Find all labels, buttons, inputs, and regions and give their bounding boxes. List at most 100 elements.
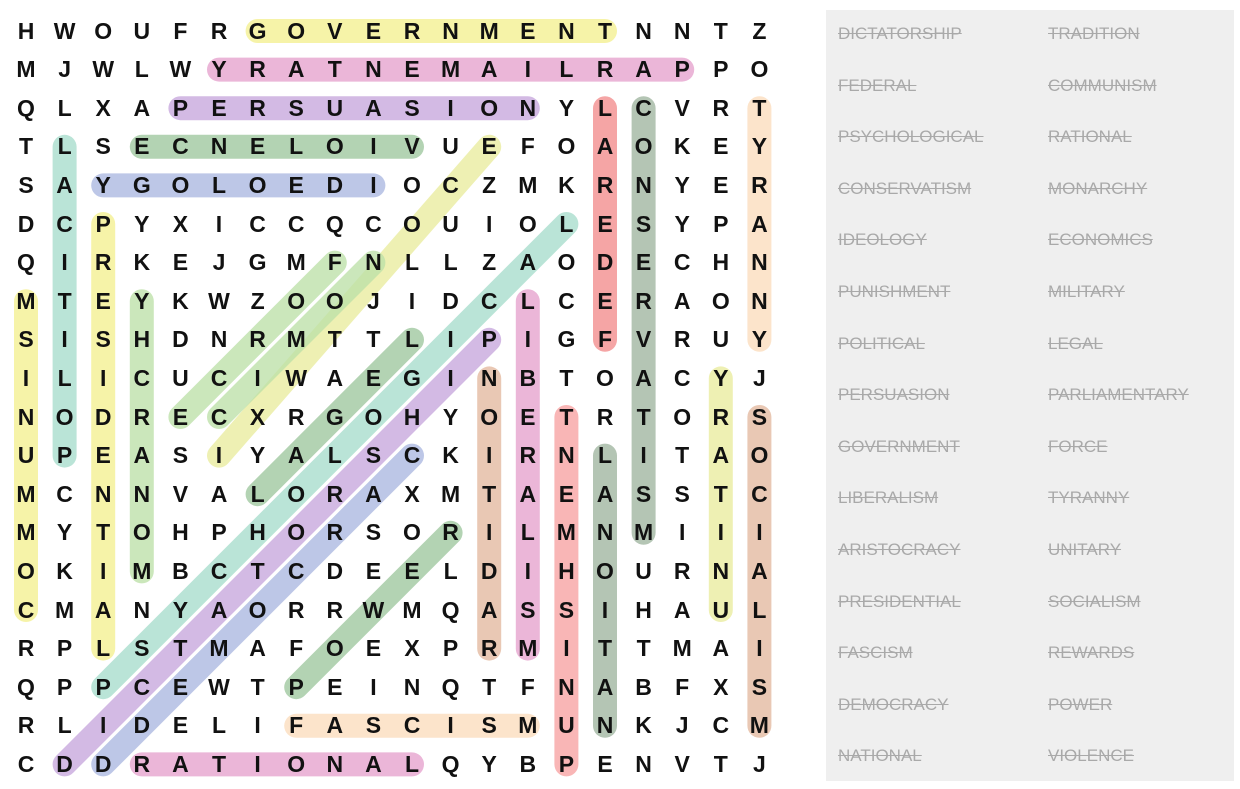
grid-cell-r17-c9[interactable]: I	[370, 673, 377, 700]
grid-cell-r5-c9[interactable]: C	[365, 210, 382, 237]
grid-cell-r7-c11[interactable]: D	[442, 287, 459, 314]
grid-cell-r11-c14[interactable]: N	[558, 442, 575, 469]
grid-cell-r14-c19[interactable]: A	[751, 557, 768, 584]
grid-cell-r9-c11[interactable]: I	[447, 364, 454, 391]
grid-cell-r14-c5[interactable]: C	[210, 557, 228, 584]
grid-cell-r0-c16[interactable]: N	[635, 17, 652, 44]
grid-cell-r16-c8[interactable]: O	[325, 635, 344, 662]
grid-cell-r13-c2[interactable]: T	[96, 519, 111, 546]
grid-cell-r9-c5[interactable]: C	[210, 364, 228, 391]
grid-cell-r9-c10[interactable]: G	[403, 364, 421, 391]
grid-cell-r9-c6[interactable]: I	[254, 364, 261, 391]
grid-cell-r17-c15[interactable]: A	[596, 673, 614, 700]
grid-cell-r14-c2[interactable]: I	[99, 557, 107, 584]
grid-cell-r15-c0[interactable]: C	[17, 596, 35, 623]
grid-cell-r5-c4[interactable]: X	[172, 210, 189, 237]
grid-cell-r2-c18[interactable]: R	[712, 94, 730, 121]
grid-cell-r18-c14[interactable]: U	[558, 712, 575, 739]
grid-cell-r1-c19[interactable]: O	[750, 56, 769, 83]
grid-cell-r13-c13[interactable]: L	[520, 519, 535, 546]
grid-cell-r13-c9[interactable]: S	[365, 519, 382, 546]
grid-cell-r2-c9[interactable]: A	[365, 94, 382, 121]
grid-cell-r7-c7[interactable]: O	[287, 287, 306, 314]
grid-cell-r17-c5[interactable]: W	[208, 673, 230, 700]
grid-cell-r17-c4[interactable]: E	[172, 673, 189, 700]
grid-cell-r12-c0[interactable]: M	[16, 480, 36, 507]
grid-cell-r13-c8[interactable]: R	[326, 519, 344, 546]
grid-cell-r11-c2[interactable]: E	[95, 442, 111, 469]
grid-cell-r3-c6[interactable]: E	[249, 133, 266, 160]
grid-cell-r11-c9[interactable]: S	[365, 442, 382, 469]
grid-cell-r15-c17[interactable]: A	[673, 596, 691, 623]
grid-cell-r5-c7[interactable]: C	[287, 210, 305, 237]
grid-cell-r9-c13[interactable]: B	[519, 364, 537, 391]
grid-cell-r18-c2[interactable]: I	[99, 712, 107, 739]
grid-cell-r16-c15[interactable]: T	[597, 635, 613, 662]
grid-cell-r13-c14[interactable]: M	[556, 519, 576, 546]
grid-cell-r12-c13[interactable]: A	[519, 480, 537, 507]
grid-cell-r8-c14[interactable]: G	[557, 326, 576, 353]
grid-cell-r16-c17[interactable]: M	[672, 635, 692, 662]
grid-cell-r17-c6[interactable]: T	[250, 673, 265, 700]
grid-cell-r13-c19[interactable]: I	[756, 519, 763, 546]
grid-cell-r12-c19[interactable]: C	[751, 480, 768, 507]
grid-cell-r10-c18[interactable]: R	[712, 403, 730, 430]
grid-cell-r12-c6[interactable]: L	[250, 480, 265, 507]
grid-cell-r10-c6[interactable]: X	[249, 403, 266, 430]
grid-cell-r18-c7[interactable]: F	[289, 712, 304, 739]
grid-cell-r1-c5[interactable]: Y	[211, 56, 227, 83]
grid-cell-r2-c15[interactable]: L	[597, 94, 613, 121]
grid-cell-r1-c10[interactable]: E	[404, 56, 420, 83]
grid-cell-r7-c8[interactable]: O	[325, 287, 344, 314]
grid-cell-r8-c12[interactable]: P	[481, 326, 497, 353]
grid-cell-r4-c4[interactable]: O	[171, 171, 190, 198]
grid-cell-r5-c0[interactable]: D	[17, 210, 35, 237]
grid-cell-r10-c0[interactable]: N	[17, 403, 35, 430]
grid-cell-r5-c10[interactable]: O	[403, 210, 421, 237]
grid-cell-r6-c10[interactable]: L	[404, 249, 420, 276]
grid-cell-r16-c0[interactable]: R	[17, 635, 35, 662]
grid-cell-r6-c2[interactable]: R	[94, 249, 112, 276]
grid-cell-r18-c6[interactable]: I	[254, 712, 261, 739]
grid-cell-r18-c8[interactable]: A	[326, 712, 344, 739]
grid-cell-r2-c2[interactable]: X	[95, 94, 111, 121]
grid-cell-r9-c3[interactable]: C	[133, 364, 151, 391]
grid-cell-r10-c14[interactable]: T	[559, 403, 574, 430]
grid-cell-r5-c14[interactable]: L	[559, 210, 574, 237]
grid-cell-r13-c17[interactable]: I	[678, 519, 686, 546]
grid-cell-r12-c7[interactable]: O	[287, 480, 306, 507]
grid-cell-r7-c12[interactable]: C	[480, 287, 498, 314]
grid-cell-r7-c10[interactable]: I	[408, 287, 416, 314]
grid-cell-r19-c5[interactable]: T	[211, 750, 227, 777]
grid-cell-r13-c15[interactable]: N	[596, 519, 614, 546]
grid-cell-r18-c17[interactable]: J	[675, 712, 689, 739]
grid-cell-r17-c13[interactable]: F	[520, 673, 535, 700]
grid-cell-r7-c0[interactable]: M	[16, 287, 36, 314]
grid-cell-r9-c2[interactable]: I	[99, 364, 107, 391]
grid-cell-r0-c14[interactable]: N	[558, 17, 575, 44]
grid-cell-r9-c9[interactable]: E	[365, 364, 382, 391]
grid-cell-r19-c12[interactable]: Y	[481, 750, 497, 777]
grid-cell-r17-c0[interactable]: Q	[17, 673, 35, 700]
grid-cell-r6-c13[interactable]: A	[519, 249, 537, 276]
grid-cell-r3-c19[interactable]: Y	[751, 133, 768, 160]
grid-cell-r5-c16[interactable]: S	[635, 210, 652, 237]
grid-cell-r19-c16[interactable]: N	[635, 750, 652, 777]
grid-cell-r16-c13[interactable]: M	[518, 635, 538, 662]
grid-cell-r19-c1[interactable]: D	[56, 750, 73, 777]
grid-cell-r12-c15[interactable]: A	[596, 480, 614, 507]
grid-cell-r18-c12[interactable]: S	[481, 712, 497, 739]
grid-cell-r9-c1[interactable]: L	[57, 364, 72, 391]
grid-cell-r14-c6[interactable]: T	[250, 557, 265, 584]
grid-cell-r2-c14[interactable]: Y	[558, 94, 575, 121]
grid-cell-r1-c6[interactable]: R	[249, 56, 266, 83]
grid-cell-r9-c16[interactable]: A	[635, 364, 652, 391]
grid-cell-r16-c10[interactable]: X	[404, 635, 420, 662]
grid-cell-r9-c19[interactable]: J	[752, 364, 766, 391]
grid-cell-r12-c1[interactable]: C	[56, 480, 73, 507]
grid-cell-r4-c15[interactable]: R	[596, 171, 614, 198]
grid-cell-r1-c8[interactable]: T	[327, 56, 342, 83]
grid-cell-r15-c3[interactable]: N	[133, 596, 151, 623]
grid-cell-r19-c9[interactable]: A	[365, 750, 382, 777]
grid-cell-r6-c18[interactable]: H	[712, 249, 730, 276]
